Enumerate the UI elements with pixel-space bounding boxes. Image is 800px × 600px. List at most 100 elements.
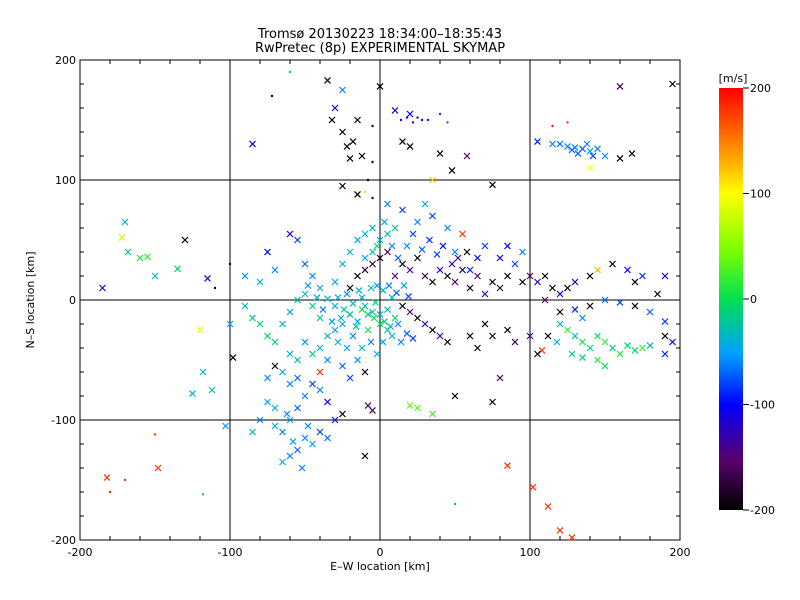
data-point-x (229, 354, 237, 362)
data-point-x (553, 338, 561, 346)
data-point-x (279, 428, 286, 436)
data-point-x (429, 176, 436, 184)
data-point-x (316, 284, 324, 292)
data-point-x (334, 294, 342, 302)
x-tick-label: -100 (218, 546, 243, 559)
data-point-x (379, 286, 387, 294)
data-point-x (339, 320, 346, 328)
data-point-x (118, 234, 126, 242)
y-tick-label: 100 (55, 174, 76, 187)
data-point-x (373, 350, 381, 358)
data-point-x (313, 294, 321, 302)
data-point-x (339, 182, 346, 190)
data-point-x (444, 224, 451, 232)
chart-title: Tromsø 20130223 18:34:00–18:35:43 (257, 27, 502, 42)
data-point-x (451, 392, 459, 400)
data-point-x (286, 416, 294, 424)
data-point-x (381, 318, 388, 326)
data-point-x (466, 266, 474, 274)
data-point-x (309, 440, 316, 448)
data-point-x (601, 362, 609, 370)
data-point-x (429, 326, 436, 334)
data-point-dot (363, 190, 367, 194)
data-point-x (99, 284, 106, 292)
data-point-x (339, 128, 346, 136)
data-point-x (646, 308, 654, 316)
data-point-x (316, 386, 324, 394)
data-point-x (504, 242, 511, 250)
data-point-x (594, 266, 601, 274)
data-point-x (271, 422, 279, 430)
data-point-x (564, 284, 571, 292)
data-point-x (324, 434, 331, 442)
data-point-x (298, 464, 306, 472)
data-point-x (196, 326, 204, 334)
data-point-x (309, 302, 316, 310)
colorbar-ticks: 200 100 0 -100 -200 (743, 82, 775, 517)
data-point-x (579, 354, 586, 362)
data-point-x (444, 272, 451, 280)
data-point-x (414, 254, 421, 262)
data-point-x (568, 146, 576, 154)
data-point-x (358, 344, 366, 352)
data-point-x (669, 80, 676, 88)
data-point-dot (366, 178, 370, 182)
data-point-x (463, 152, 471, 160)
data-point-x (324, 356, 331, 364)
data-point-x (279, 368, 286, 376)
data-point-x (286, 308, 294, 316)
data-point-x (358, 306, 366, 314)
data-point-dot (371, 124, 374, 128)
data-point-x (511, 338, 519, 346)
data-point-x (586, 302, 594, 310)
data-point-x (586, 272, 594, 280)
data-point-x (556, 320, 564, 328)
data-point-x (496, 284, 504, 292)
data-point-x (369, 260, 376, 268)
data-point-x (534, 350, 541, 358)
data-point-x (624, 342, 631, 350)
data-point-x (331, 326, 339, 334)
data-point-x (144, 253, 151, 261)
data-point-x (526, 272, 534, 280)
data-point-x (504, 272, 511, 280)
data-point-x (121, 218, 129, 226)
data-point-x (346, 374, 354, 382)
data-point-x (519, 248, 526, 256)
data-point-x (264, 398, 271, 406)
data-point-dot (446, 121, 449, 124)
data-point-x (444, 338, 451, 346)
data-point-x (385, 282, 393, 290)
data-point-x (436, 332, 444, 340)
data-point-x (189, 390, 196, 398)
data-point-dot (438, 112, 442, 116)
data-point-x (504, 462, 511, 470)
data-point-x (294, 404, 301, 412)
data-point-x (352, 322, 360, 330)
data-point-x (339, 362, 346, 370)
data-point-x (544, 332, 552, 340)
data-point-x (346, 154, 354, 162)
data-point-x (384, 230, 391, 238)
data-point-x (406, 266, 414, 274)
data-point-x (226, 320, 234, 328)
data-point-x (564, 142, 571, 150)
data-point-x (309, 272, 316, 280)
data-point-x (616, 298, 624, 306)
data-point-x (489, 398, 496, 406)
data-point-x (271, 266, 279, 274)
data-point-x (403, 242, 411, 250)
data-point-x (208, 386, 216, 394)
data-point-x (601, 338, 609, 346)
data-point-dot (108, 490, 112, 494)
data-point-x (339, 86, 346, 94)
data-point-x (286, 380, 294, 388)
data-point-x (594, 332, 601, 340)
data-point-x (454, 254, 462, 262)
data-point-x (358, 294, 366, 302)
data-point-x (349, 332, 357, 340)
colorbar-tick-label: 200 (750, 82, 771, 95)
data-point-x (481, 242, 489, 250)
data-point-x (391, 272, 399, 280)
